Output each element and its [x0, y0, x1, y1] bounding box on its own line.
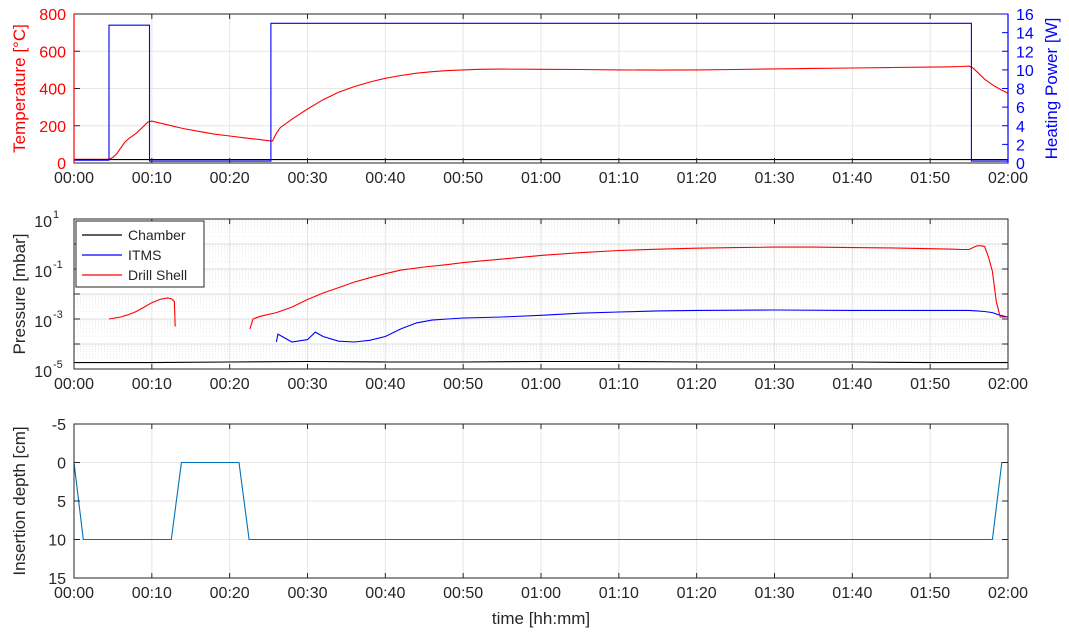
y-tick-label: 5	[57, 494, 66, 511]
depth-tick-layer: 00:00 00:10 00:20 00:30 00:40 00:50 01:00 01:10…	[48, 417, 1028, 602]
y-tick-label: 200	[39, 119, 66, 136]
temperature-tick-layer: 00:00 00:10 00:20 00:30 00:40 00:50 01:00 01:10…	[39, 7, 1034, 187]
y-right-tick-label: 14	[1016, 26, 1034, 43]
y-tick-label: 600	[39, 44, 66, 61]
x-tick-label: 01:20	[677, 376, 717, 393]
x-tick-label: 02:00	[988, 376, 1028, 393]
y-tick-label: 15	[48, 571, 66, 588]
insertion-depth-panel: 00:00 00:10 00:20 00:30 00:40 00:50 01:00 01:10…	[10, 417, 1028, 628]
pressure-panel: 00:00 00:10 00:20 00:30 00:40 00:50 01:00 01:10…	[10, 209, 1028, 393]
time-x-axis-label: time [hh:mm]	[492, 609, 590, 628]
x-tick-label: 00:20	[210, 585, 250, 602]
x-tick-label: 01:50	[910, 170, 950, 187]
y-tick-label: 0	[57, 456, 66, 473]
depth-series-line	[73, 461, 1008, 541]
x-tick-label: 00:00	[54, 376, 94, 393]
y-tick-label: 400	[39, 82, 66, 99]
x-tick-label: 01:10	[599, 376, 639, 393]
x-tick-label: 00:10	[132, 585, 172, 602]
x-tick-label: 01:30	[754, 376, 794, 393]
y-tick-label: 0	[57, 156, 66, 173]
x-tick-label: 01:50	[910, 376, 950, 393]
x-tick-label: 00:00	[54, 170, 94, 187]
x-tick-label: 01:00	[521, 170, 561, 187]
x-tick-label: 01:00	[521, 376, 561, 393]
y-tick-label: 10	[34, 314, 52, 331]
x-tick-label: 00:50	[443, 376, 483, 393]
pressure-y-axis-label: Pressure [mbar]	[10, 234, 29, 355]
x-tick-label: 01:20	[677, 585, 717, 602]
x-tick-label: 01:30	[754, 170, 794, 187]
temperature-power-panel: 00:00 00:10 00:20 00:30 00:40 00:50 01:00 01:10…	[10, 7, 1061, 187]
legend-entry: ITMS	[128, 247, 161, 263]
depth-series-layer	[73, 461, 1008, 541]
y-right-tick-label: 8	[1016, 82, 1025, 99]
pressure-tick-layer: 00:00 00:10 00:20 00:30 00:40 00:50 01:00 01:10…	[34, 209, 1028, 393]
y-right-tick-label: 4	[1016, 119, 1025, 136]
y-right-tick-label: 16	[1016, 7, 1034, 24]
x-tick-label: 00:50	[443, 170, 483, 187]
x-tick-label: 01:20	[677, 170, 717, 187]
pressure-series-layer	[74, 245, 1009, 364]
y-right-tick-label: 2	[1016, 137, 1025, 154]
x-tick-label: 01:40	[832, 170, 872, 187]
power-series-line	[74, 22, 1008, 162]
legend-box	[75, 220, 205, 288]
x-tick-label: 00:40	[365, 376, 405, 393]
x-tick-label: 00:50	[443, 585, 483, 602]
x-tick-label: 00:40	[365, 170, 405, 187]
x-tick-label: 02:00	[988, 170, 1028, 187]
x-tick-label: 01:10	[599, 170, 639, 187]
x-tick-label: 01:00	[521, 585, 561, 602]
y-right-tick-label: 12	[1016, 44, 1034, 61]
x-tick-label: 01:30	[754, 585, 794, 602]
x-tick-label: 01:40	[832, 585, 872, 602]
depth-y-axis-label: Insertion depth [cm]	[10, 426, 29, 575]
chamber-series-line	[74, 360, 1008, 364]
itms-series-line	[275, 309, 1009, 343]
x-tick-label: 00:00	[54, 585, 94, 602]
x-tick-label: 00:10	[132, 376, 172, 393]
y-tick-exponent: -5	[53, 359, 63, 371]
pressure-legend: Chamber ITMS Drill Shell	[75, 220, 205, 288]
x-tick-label: 00:20	[210, 170, 250, 187]
y-right-tick-label: 10	[1016, 63, 1034, 80]
x-tick-label: 01:40	[832, 376, 872, 393]
drill-shell-series-line	[108, 245, 1008, 330]
x-tick-label: 01:50	[910, 585, 950, 602]
y-tick-exponent: -1	[53, 259, 63, 271]
x-tick-label: 00:30	[287, 170, 327, 187]
y-tick-label: 10	[34, 214, 52, 231]
legend-entry: Chamber	[128, 227, 186, 243]
temperature-series-line	[74, 65, 1009, 160]
y-tick-label: 10	[48, 533, 66, 550]
y-tick-label: 800	[39, 7, 66, 24]
y-tick-label: 10	[34, 364, 52, 381]
y-tick-label: 10	[34, 264, 52, 281]
y-right-tick-label: 0	[1016, 156, 1025, 173]
x-tick-label: 00:30	[287, 585, 327, 602]
x-tick-label: 00:40	[365, 585, 405, 602]
x-tick-label: 00:30	[287, 376, 327, 393]
x-tick-label: 00:20	[210, 376, 250, 393]
y-tick-label: -5	[52, 417, 66, 434]
temperature-y-axis-label: Temperature [°C]	[10, 24, 29, 153]
heating-power-y-axis-label: Heating Power [W]	[1042, 18, 1061, 160]
y-tick-exponent: -3	[53, 309, 63, 321]
x-tick-label: 02:00	[988, 585, 1028, 602]
y-tick-exponent: 1	[53, 209, 59, 221]
x-tick-label: 00:10	[132, 170, 172, 187]
x-tick-label: 01:10	[599, 585, 639, 602]
legend-entry: Drill Shell	[128, 267, 187, 283]
y-right-tick-label: 6	[1016, 100, 1025, 117]
